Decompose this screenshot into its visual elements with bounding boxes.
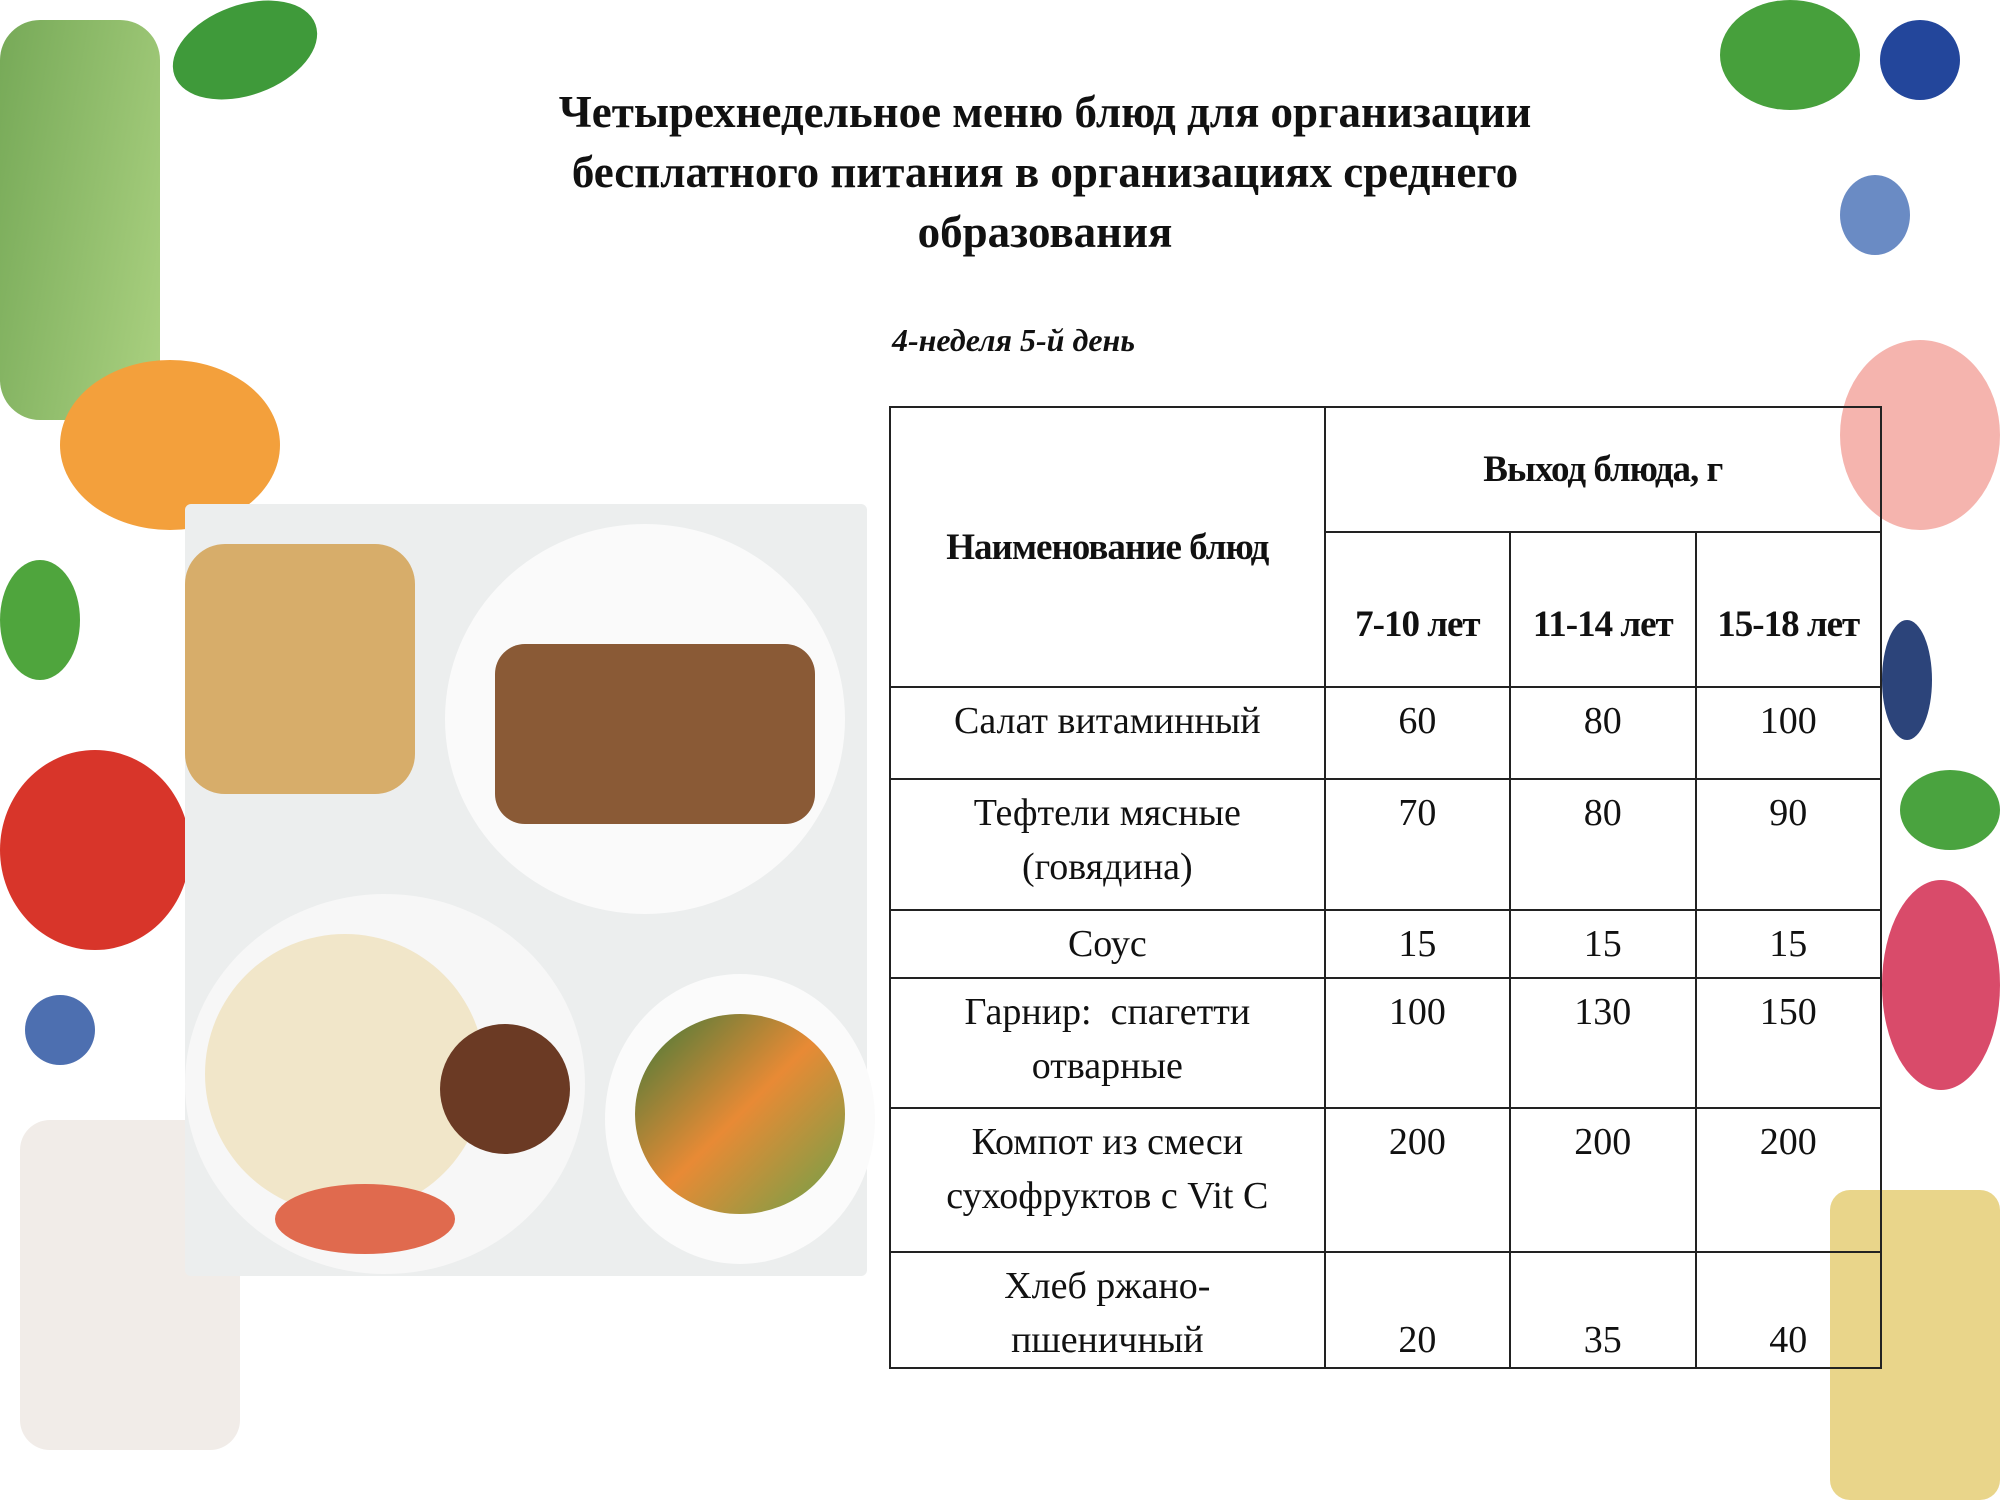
meal-photo xyxy=(185,504,875,1276)
yield-value: 20 xyxy=(1323,1251,1512,1369)
yield-value: 150 xyxy=(1694,977,1883,1109)
dish-name: Тефтели мясные (говядина) xyxy=(889,778,1326,911)
bread-slices xyxy=(495,644,815,824)
dish-name: Компот из смеси сухофруктов с Vit C xyxy=(889,1107,1326,1253)
name-header: Наименование блюд xyxy=(889,406,1326,688)
yield-value: 80 xyxy=(1509,686,1697,780)
dish-name: Салат витаминный xyxy=(889,686,1326,780)
yield-value: 60 xyxy=(1323,686,1512,780)
table-row: Компот из смеси сухофруктов с Vit C 200 … xyxy=(889,1107,1883,1253)
title-line: бесплатного питания в организациях средн… xyxy=(571,147,1519,197)
meatball xyxy=(440,1024,570,1154)
blueberry-decoration xyxy=(1840,175,1910,255)
blueberry-decoration xyxy=(1882,620,1932,740)
leaf-decoration xyxy=(0,560,80,680)
asparagus-decoration xyxy=(0,20,160,420)
table-row: Салат витаминный 60 80 100 xyxy=(889,686,1883,780)
title-line: образования xyxy=(917,207,1173,257)
table-header-row: Наименование блюд Выход блюда, г xyxy=(889,406,1883,688)
yield-value: 130 xyxy=(1509,977,1697,1109)
yield-value: 15 xyxy=(1509,909,1697,979)
salad xyxy=(635,1014,845,1214)
blueberry-decoration xyxy=(1880,20,1960,100)
sauce xyxy=(275,1184,455,1254)
table-header-row: 7-10 лет 11-14 лет 15-18 лет xyxy=(890,531,1883,688)
raspberry-decoration xyxy=(1882,880,2000,1090)
age-header: 15-18 лет xyxy=(1694,531,1883,688)
apricot-decoration xyxy=(60,360,280,530)
leaf-decoration xyxy=(1900,770,2000,850)
yield-value: 200 xyxy=(1694,1107,1883,1253)
dish-name: Соус xyxy=(889,909,1326,979)
table-row: Соус 15 15 15 xyxy=(889,909,1883,979)
title-line: Четырехнедельное меню блюд для организац… xyxy=(558,87,1532,137)
dish-name: Гарнир: спагетти отварные xyxy=(889,977,1326,1109)
yield-value: 80 xyxy=(1509,778,1697,911)
yield-header: Выход блюда, г xyxy=(1323,406,1883,533)
table-row: Хлеб ржано-пшеничный 20 35 40 xyxy=(889,1251,1883,1369)
week-day-subtitle: 4-неделя 5-й день xyxy=(892,322,1135,358)
yield-value: 70 xyxy=(1323,778,1512,911)
table-row: Гарнир: спагетти отварные 100 130 150 xyxy=(889,977,1883,1109)
menu-table: Наименование блюд Выход блюда, г 7-10 ле… xyxy=(889,406,1883,1369)
yield-value: 100 xyxy=(1694,686,1883,780)
spaghetti xyxy=(205,934,485,1214)
yield-value: 100 xyxy=(1323,977,1512,1109)
blueberry-decoration xyxy=(25,995,95,1065)
yield-value: 200 xyxy=(1323,1107,1512,1253)
age-header: 11-14 лет xyxy=(1509,531,1697,688)
yield-value: 15 xyxy=(1323,909,1512,979)
dish-name: Хлеб ржано-пшеничный xyxy=(889,1251,1326,1369)
compote-glass xyxy=(185,544,415,794)
page-title: Четырехнедельное меню блюд для организац… xyxy=(400,82,1690,262)
yield-value: 90 xyxy=(1694,778,1883,911)
yield-value: 15 xyxy=(1694,909,1883,979)
table-row: Тефтели мясные (говядина) 70 80 90 xyxy=(889,778,1883,911)
yield-value: 35 xyxy=(1509,1251,1697,1369)
yield-value: 40 xyxy=(1694,1251,1883,1369)
leaf-decoration xyxy=(1720,0,1860,110)
yield-value: 200 xyxy=(1509,1107,1697,1253)
tomato-decoration xyxy=(0,750,190,950)
age-header: 7-10 лет xyxy=(1323,531,1512,688)
leaf-decoration xyxy=(159,0,331,118)
